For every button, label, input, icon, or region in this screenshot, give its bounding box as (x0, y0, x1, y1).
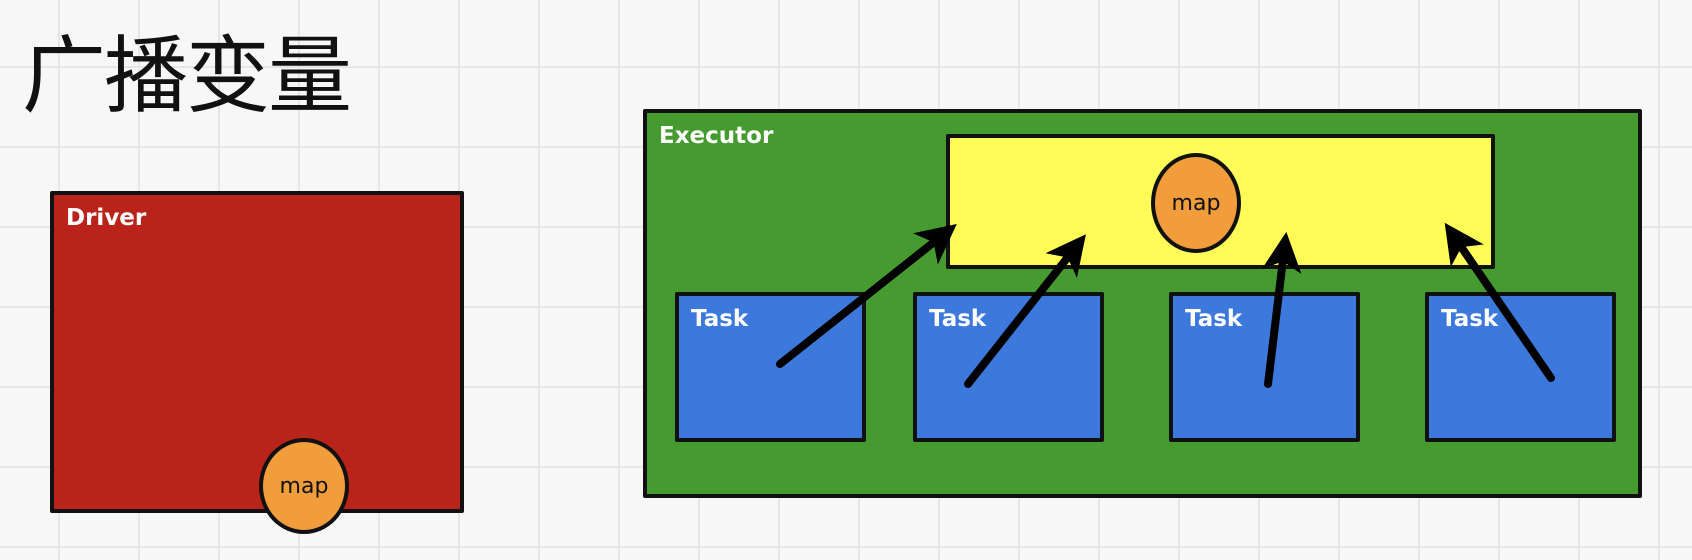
task-box: Task (1169, 292, 1360, 442)
executor-map-label: map (1171, 190, 1221, 216)
task-box: Task (913, 292, 1104, 442)
driver-label: Driver (66, 205, 147, 231)
arrow-task3-to-map (1261, 231, 1302, 388)
executor-map-circle: map (1151, 153, 1241, 253)
driver-map-circle: map (259, 438, 349, 534)
driver-box: Driver map (50, 191, 464, 534)
task-label: Task (1441, 306, 1499, 332)
task-label: Task (929, 306, 987, 332)
page-title: 广播变量 (22, 27, 352, 125)
task-label: Task (1185, 306, 1243, 332)
task-label: Task (691, 306, 749, 332)
arrow-task2-to-map (964, 234, 1086, 388)
driver-map-label: map (279, 473, 329, 499)
task-box: Task (1425, 292, 1616, 442)
executor-label: Executor (659, 123, 774, 149)
arrow-task1-to-map (776, 224, 957, 368)
arrow-task4-to-map (1444, 222, 1555, 382)
